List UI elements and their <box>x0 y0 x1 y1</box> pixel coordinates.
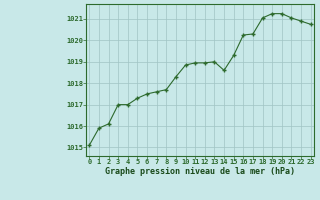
X-axis label: Graphe pression niveau de la mer (hPa): Graphe pression niveau de la mer (hPa) <box>105 167 295 176</box>
